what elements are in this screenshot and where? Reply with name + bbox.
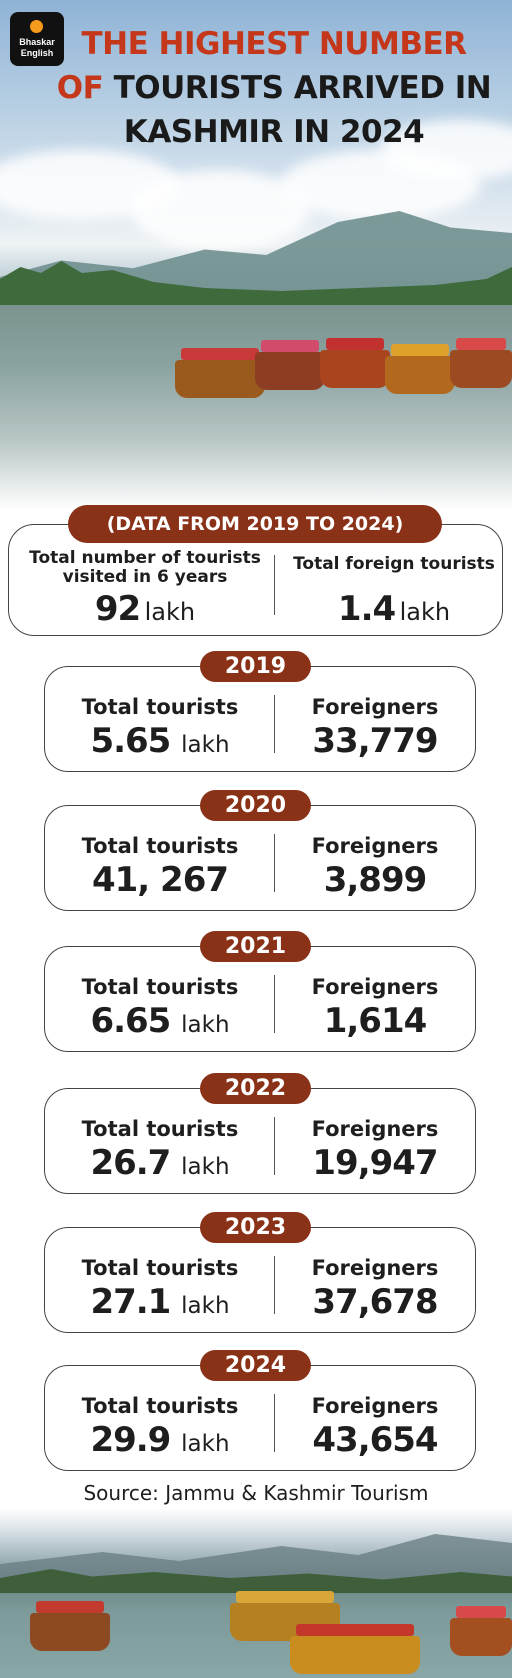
foreigners-value: 43,654 — [312, 1420, 438, 1460]
foreigners-value: 33,779 — [312, 721, 438, 761]
total-tourists-label: Total tourists — [81, 1256, 239, 1280]
total-tourists-label: Total tourists — [81, 834, 239, 858]
hero-lake-photo — [0, 0, 512, 510]
foreigners-label: Foreigners — [311, 695, 439, 719]
foreigners-label: Foreigners — [311, 1394, 439, 1418]
total-tourists-label: Total tourists — [81, 1394, 239, 1418]
year-card: Total tourists 29.9 lakh Foreigners 43,654 — [44, 1365, 476, 1471]
footer-lake-photo — [0, 1508, 512, 1678]
year-badge: 2021 — [200, 931, 311, 962]
shikara-boat — [450, 1606, 512, 1656]
shikara-boat — [30, 1601, 110, 1651]
foreigners-value: 3,899 — [323, 860, 428, 900]
shikara-boat — [450, 338, 512, 388]
foreigners-value: 37,678 — [312, 1282, 438, 1322]
foreign-tourists-value: 1.4 lakh — [337, 589, 451, 629]
total-tourists-value: 5.65 lakh — [90, 721, 230, 761]
year-card: Total tourists 6.65 lakh Foreigners 1,614 — [44, 946, 476, 1052]
source-note: Source: Jammu & Kashmir Tourism — [83, 1481, 429, 1505]
data-range-banner: (DATA FROM 2019 TO 2024) — [68, 505, 442, 543]
year-badge: 2022 — [200, 1073, 311, 1104]
shikara-boat — [320, 338, 390, 388]
year-card: Total tourists 27.1 lakh Foreigners 37,678 — [44, 1227, 476, 1333]
bhaskar-english-logo: Bhaskar English — [10, 12, 64, 66]
year-card: Total tourists 26.7 lakh Foreigners 19,947 — [44, 1088, 476, 1194]
total-tourists-label: Total tourists — [81, 975, 239, 999]
total-tourists-label: Total number of tourists visited in 6 ye… — [29, 548, 261, 587]
total-tourists-label: Total tourists — [81, 1117, 239, 1141]
year-card: Total tourists 5.65 lakh Foreigners 33,779 — [44, 666, 476, 772]
year-badge: 2023 — [200, 1212, 311, 1243]
total-tourists-value: 92 lakh — [94, 589, 196, 629]
foreigners-label: Foreigners — [311, 975, 439, 999]
foreigners-label: Foreigners — [311, 834, 439, 858]
foreigners-label: Foreigners — [311, 1117, 439, 1141]
total-tourists-value: 29.9 lakh — [90, 1420, 230, 1460]
year-badge: 2019 — [200, 651, 311, 682]
total-tourists-value: 41, 267 — [91, 860, 229, 900]
shikara-boat — [385, 344, 455, 394]
shikara-boat — [175, 348, 265, 398]
total-tourists-label: Total tourists — [81, 695, 239, 719]
total-tourists-value: 6.65 lakh — [90, 1001, 230, 1041]
foreigners-value: 19,947 — [312, 1143, 438, 1183]
total-tourists-value: 27.1 lakh — [90, 1282, 230, 1322]
page-title: THE HIGHEST NUMBER OF TOURISTS ARRIVED I… — [56, 26, 492, 150]
shikara-boat — [290, 1624, 420, 1674]
foreigners-value: 1,614 — [323, 1001, 428, 1041]
foreigners-label: Foreigners — [311, 1256, 439, 1280]
year-card: Total tourists 41, 267 Foreigners 3,899 — [44, 805, 476, 911]
year-badge: 2024 — [200, 1350, 311, 1381]
year-badge: 2020 — [200, 790, 311, 821]
total-tourists-value: 26.7 lakh — [90, 1143, 230, 1183]
foreign-tourists-label: Total foreign tourists — [293, 554, 495, 574]
shikara-boat — [255, 340, 325, 390]
